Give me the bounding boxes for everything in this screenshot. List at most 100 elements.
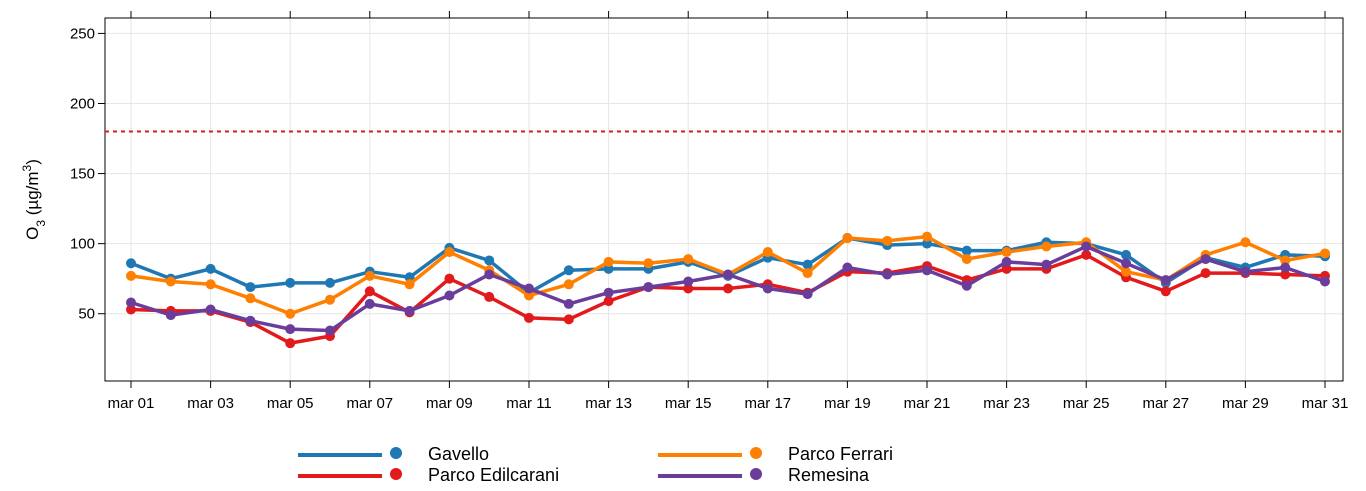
x-tick-label: mar 17	[744, 395, 791, 412]
x-tick-label: mar 01	[108, 395, 155, 412]
data-point	[1280, 255, 1291, 266]
data-point	[1001, 263, 1012, 274]
data-point	[1121, 266, 1131, 277]
data-point	[484, 269, 495, 280]
x-tick-label: mar 05	[267, 395, 314, 412]
data-point	[802, 259, 813, 270]
data-point	[484, 291, 495, 302]
data-point	[882, 269, 893, 280]
data-point	[1001, 247, 1012, 258]
legend-label: Parco Edilcarani	[428, 465, 559, 485]
data-point	[603, 256, 614, 267]
x-tick-label: mar 29	[1222, 395, 1269, 412]
data-point	[922, 265, 932, 276]
x-tick-label: mar 19	[824, 395, 871, 412]
data-point	[1160, 286, 1171, 297]
y-axis-label-part: 3	[34, 220, 48, 227]
data-point	[524, 283, 534, 294]
x-tick-label: mar 03	[187, 395, 234, 412]
data-point	[1280, 269, 1291, 280]
y-tick-label: 200	[70, 95, 95, 112]
data-point	[922, 238, 932, 249]
data-point	[285, 324, 296, 335]
data-point	[1001, 256, 1012, 267]
data-point	[961, 280, 972, 291]
y-axis-label-part: (µg/m	[23, 171, 42, 220]
data-point	[802, 268, 813, 279]
y-axis-label-part: )	[23, 159, 42, 165]
data-point	[484, 255, 495, 266]
x-tick-label: mar 31	[1302, 395, 1349, 412]
data-point	[1121, 258, 1131, 269]
data-point	[723, 269, 733, 280]
data-point	[643, 258, 654, 269]
data-point	[1280, 262, 1291, 273]
data-point	[404, 272, 415, 283]
data-point	[444, 273, 455, 284]
plot-frame	[104, 17, 1344, 382]
data-point	[563, 279, 574, 290]
data-point	[1041, 241, 1052, 252]
data-point	[1320, 276, 1330, 287]
data-point	[1160, 275, 1171, 286]
data-point	[603, 287, 614, 298]
legend-marker	[390, 447, 402, 459]
data-point	[364, 270, 375, 281]
x-tick-label: mar 07	[346, 395, 393, 412]
data-point	[762, 247, 773, 258]
data-point	[404, 279, 415, 290]
x-tick-label: mar 21	[904, 395, 951, 412]
data-point	[842, 233, 853, 244]
data-point	[802, 289, 813, 300]
data-point	[205, 263, 216, 274]
y-axis-label-part: O	[23, 227, 42, 240]
y-tick-label: 50	[78, 306, 95, 323]
data-point	[524, 290, 534, 301]
data-point	[842, 262, 853, 273]
data-point	[325, 325, 335, 336]
data-point	[364, 286, 375, 297]
legend-marker	[750, 447, 762, 459]
data-point	[364, 298, 375, 309]
y-axis-label: O3 (µg/m3)	[20, 159, 48, 240]
legend-label: Gavello	[428, 444, 489, 464]
data-point	[563, 265, 574, 276]
x-tick-label: mar 13	[585, 395, 632, 412]
data-point	[126, 304, 136, 315]
data-point	[1320, 248, 1330, 259]
data-point	[922, 231, 932, 242]
data-point	[762, 283, 773, 294]
data-point	[325, 294, 335, 305]
legend-label: Parco Ferrari	[788, 444, 893, 464]
legend-label: Remesina	[788, 465, 870, 485]
data-point	[603, 263, 614, 274]
data-point	[882, 235, 893, 246]
data-point	[1081, 241, 1092, 252]
data-point	[683, 283, 694, 294]
data-point	[126, 270, 136, 281]
data-point	[683, 254, 694, 265]
data-point	[444, 247, 455, 258]
data-point	[165, 310, 176, 321]
data-point	[325, 277, 335, 288]
data-point	[285, 308, 296, 319]
data-point	[1081, 249, 1092, 260]
data-point	[1200, 268, 1211, 279]
data-point	[126, 297, 136, 308]
y-axis-label-part: 3	[20, 164, 34, 171]
data-point	[245, 315, 256, 326]
y-tick-label: 100	[70, 236, 95, 253]
x-tick-label: mar 09	[426, 395, 473, 412]
legend-marker	[390, 468, 402, 480]
data-point	[245, 282, 256, 293]
data-point	[444, 290, 455, 301]
y-tick-label: 150	[70, 166, 95, 183]
data-point	[1240, 237, 1251, 248]
data-point	[404, 305, 415, 316]
data-point	[524, 312, 534, 323]
data-point	[961, 254, 972, 265]
data-point	[126, 258, 136, 269]
x-tick-label: mar 27	[1142, 395, 1189, 412]
data-point	[643, 282, 654, 293]
